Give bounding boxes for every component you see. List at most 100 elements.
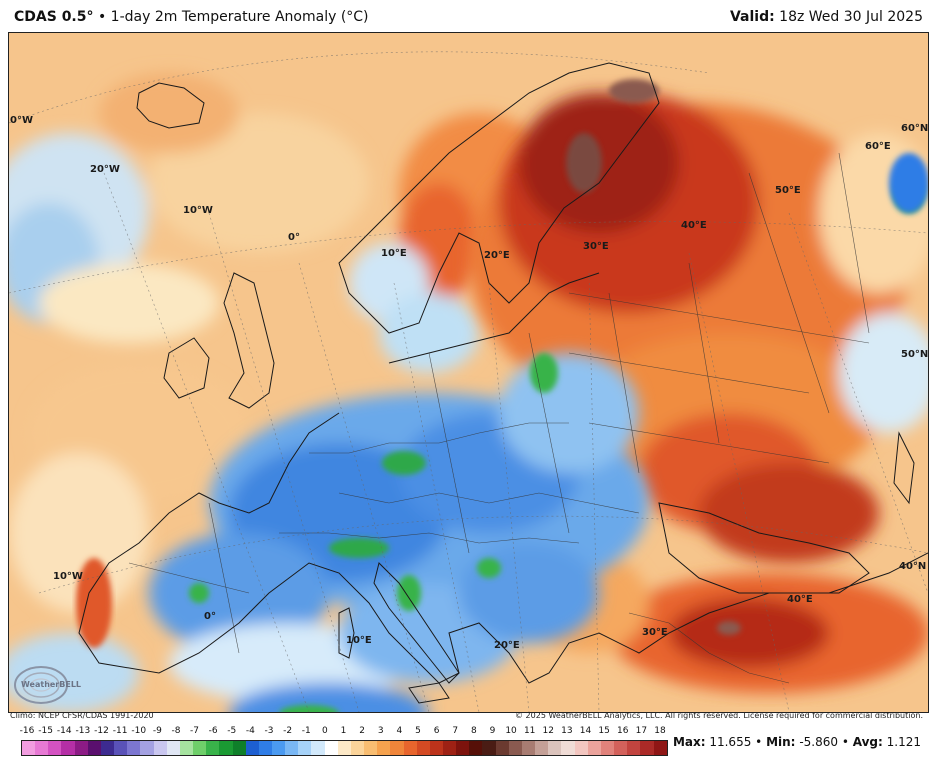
colorbar-swatch — [416, 741, 430, 755]
stats-summary: Max: 11.655 • Min: -5.860 • Avg: 1.121 — [673, 735, 921, 749]
colorbar-swatch — [587, 741, 601, 755]
anomaly-map: 0°W 20°W 10°W 0° 10°E 20°E 30°E 40°E 50°… — [8, 32, 929, 713]
colorbar-swatch — [324, 741, 338, 755]
colorbar-tick-label: -4 — [245, 726, 255, 736]
colorbar-tick-label: 17 — [635, 726, 648, 736]
climo-credit: Climo: NCEP CFSR/CDAS 1991-2020 — [10, 711, 154, 720]
colorbar-tick-label: 5 — [415, 726, 421, 736]
colorbar-tick-label: 3 — [377, 726, 384, 736]
stats-sep-1: • — [755, 735, 763, 749]
gridline-label-0: 0° — [288, 232, 300, 243]
colorbar-tick-label: 4 — [396, 726, 403, 736]
title-separator: • — [97, 9, 107, 25]
credits-bar: Climo: NCEP CFSR/CDAS 1991-2020 © 2025 W… — [0, 711, 935, 723]
colorbar-swatch — [535, 741, 549, 755]
colorbar — [21, 740, 668, 756]
colorbar-swatch — [508, 741, 522, 755]
colorbar-swatch — [258, 741, 272, 755]
max-label: Max: — [672, 735, 706, 749]
gridline-label-50n: 50°N — [901, 349, 929, 360]
max-value: 11.655 — [709, 735, 752, 749]
colorbar-swatch — [614, 741, 628, 755]
colorbar-swatch — [114, 741, 128, 755]
colorbar-swatch — [87, 741, 101, 755]
model-name: CDAS 0.5 — [14, 9, 87, 25]
colorbar-swatch — [35, 741, 49, 755]
model-degree: ° — [86, 9, 94, 25]
colorbar-swatch — [574, 741, 588, 755]
gridline-label-60n: 60°N — [901, 123, 929, 134]
gridline-label-20w: 20°W — [90, 164, 120, 175]
colorbar-swatch — [285, 741, 299, 755]
colorbar-swatch — [74, 741, 88, 755]
colorbar-swatch — [390, 741, 404, 755]
colorbar-swatch — [219, 741, 233, 755]
colorbar-tick-label: -3 — [264, 726, 274, 736]
colorbar-swatch — [456, 741, 470, 755]
logo-text: WeatherBELL — [21, 680, 82, 689]
gridline-label-30e-south: 30°E — [642, 627, 668, 638]
gridline-label-50e: 50°E — [775, 185, 801, 196]
colorbar-tick-label: 12 — [542, 726, 555, 736]
colorbar-swatch — [600, 741, 615, 755]
gridline-label-60e: 60°E — [865, 141, 891, 152]
colorbar-tick-label: -1 — [301, 726, 311, 736]
colorbar-swatch — [140, 741, 154, 755]
colorbar-tick-label: 7 — [452, 726, 459, 736]
colorbar-tick-label: -8 — [171, 726, 181, 736]
valid-time: Valid: 18z Wed 30 Jul 2025 — [730, 9, 923, 25]
colorbar-swatch — [48, 741, 62, 755]
gridline-label-40e: 40°E — [681, 220, 707, 231]
colorbar-swatch — [469, 741, 483, 755]
header-bar: CDAS 0.5° • 1-day 2m Temperature Anomaly… — [0, 0, 935, 32]
colorbar-tick-label: 1 — [340, 726, 347, 736]
colorbar-tick-label: -7 — [190, 726, 200, 736]
colorbar-tick-label: -6 — [208, 726, 218, 736]
product-title: 1-day 2m Temperature Anomaly (°C) — [110, 9, 369, 25]
colorbar-swatch — [193, 741, 207, 755]
colorbar-swatch — [548, 741, 562, 755]
colorbar-tick-label: -14 — [56, 726, 72, 736]
gridline-label-0-south: 0° — [204, 611, 216, 622]
colorbar-swatch — [179, 741, 194, 755]
valid-label: Valid: — [729, 9, 775, 25]
colorbar-tick-label: -13 — [75, 726, 91, 736]
min-label: Min: — [766, 735, 796, 749]
colorbar-swatch — [153, 741, 167, 755]
gridline-label-30e: 30°E — [583, 241, 609, 252]
colorbar-swatch — [364, 741, 378, 755]
gridline-label-10w-south: 10°W — [53, 571, 83, 582]
colorbar-tick-label: -11 — [112, 726, 128, 736]
gridline-label-20e: 20°E — [484, 250, 510, 261]
colorbar-swatch — [640, 741, 654, 755]
colorbar-swatch — [443, 741, 457, 755]
colorbar-swatch — [245, 741, 259, 755]
colorbar-tick-label: -16 — [19, 726, 35, 736]
colorbar-tick-label: 11 — [523, 726, 536, 736]
colorbar-tick-label: 2 — [359, 726, 365, 736]
colorbar-swatch — [22, 741, 36, 755]
colorbar-tick-label: -5 — [227, 726, 237, 736]
gridline-label-10e: 10°E — [381, 248, 407, 259]
colorbar-swatch — [100, 741, 115, 755]
colorbar-tick-label: 9 — [489, 726, 496, 736]
colorbar-ticks: -16 -15 -14 -13 -12 -11 -10 -9 -8 -7 -6 -5 -4 -3 -2 -1 0… — [19, 726, 666, 738]
colorbar-swatch — [653, 741, 667, 755]
colorbar-tick-label: 6 — [433, 726, 440, 736]
colorbar-tick-label: 14 — [579, 726, 592, 736]
colorbar-tick-label: -2 — [283, 726, 293, 736]
colorbar-swatch — [482, 741, 496, 755]
avg-label: Avg: — [852, 735, 883, 749]
valid-value: 18z Wed 30 Jul 2025 — [779, 9, 923, 25]
min-value: -5.860 — [799, 735, 838, 749]
map-canvas — [9, 33, 928, 712]
colorbar-swatch — [403, 741, 417, 755]
colorbar-tick-label: 10 — [505, 726, 517, 736]
colorbar-tick-label: 15 — [598, 726, 610, 736]
colorbar-swatch — [127, 741, 141, 755]
colorbar-swatch — [298, 741, 312, 755]
colorbar-swatch — [337, 741, 351, 755]
colorbar-tick-label: 13 — [561, 726, 573, 736]
colorbar-tick-label: 0 — [322, 726, 328, 736]
colorbar-swatch — [561, 741, 575, 755]
